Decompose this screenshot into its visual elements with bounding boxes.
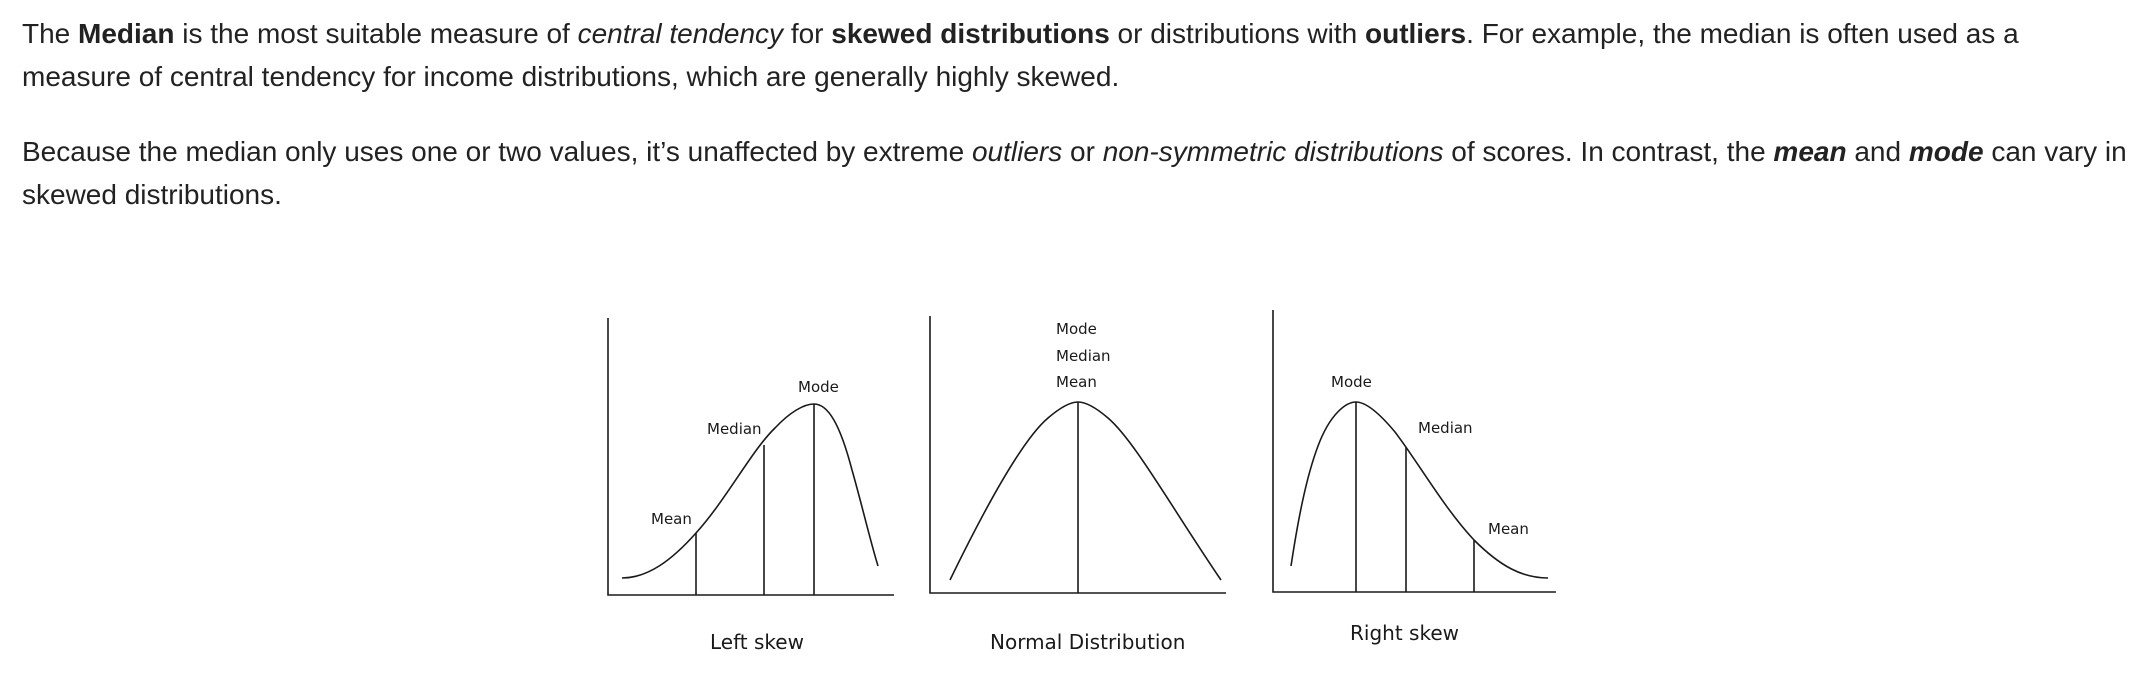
left-skew-median-label: Median — [707, 420, 762, 438]
paragraph-median-unaffected: Because the median only uses one or two … — [22, 130, 2132, 216]
p1-text-4: or distributions with — [1109, 18, 1365, 49]
normal-distribution-panel: Mode Median Mean Normal Distribution — [929, 316, 1226, 654]
skew-diagram-svg: Mean Median Mode Left skew Mode Median M… — [607, 310, 1556, 654]
normal-mode-label: Mode — [1056, 320, 1097, 338]
skew-distributions-figure: Mean Median Mode Left skew Mode Median M… — [0, 290, 2152, 680]
left-skew-caption: Left skew — [710, 630, 804, 654]
right-skew-caption: Right skew — [1350, 621, 1459, 645]
p2-italic-outliers: outliers — [971, 136, 1063, 167]
right-skew-mode-label: Mode — [1331, 373, 1372, 391]
paragraph-median-skewed: The Median is the most suitable measure … — [22, 12, 2132, 98]
left-skew-mode-label: Mode — [798, 378, 839, 396]
p2-text-2: or — [1062, 136, 1103, 167]
p2-text-1: Because the median only uses one or two … — [22, 136, 972, 167]
p1-text-1: The — [22, 18, 79, 49]
right-skew-mean-label: Mean — [1488, 520, 1529, 538]
p2-bold-italic-mean: mean — [1773, 136, 1847, 167]
left-skew-panel: Mean Median Mode Left skew — [607, 318, 894, 654]
normal-caption: Normal Distribution — [990, 630, 1185, 654]
right-skew-axes — [1272, 310, 1556, 593]
p2-text-5: can vary in skewed distributions. — [22, 136, 2127, 210]
left-skew-mean-label: Mean — [651, 510, 692, 528]
right-skew-median-label: Median — [1418, 419, 1473, 437]
p1-text-2: is the most suitable measure of — [174, 18, 578, 49]
p1-bold-median: Median — [78, 18, 175, 49]
p2-italic-non-symmetric: non-symmetric distributions — [1102, 136, 1444, 167]
p1-text-5: . For example, the median is often used … — [22, 18, 2019, 92]
p1-bold-outliers: outliers — [1365, 18, 1467, 49]
normal-mean-label: Mean — [1056, 373, 1097, 391]
p2-text-4: and — [1846, 136, 1909, 167]
p1-italic-central-tendency: central tendency — [577, 18, 784, 49]
p2-text-3: of scores. In contrast, the — [1443, 136, 1774, 167]
p1-bold-skewed-distributions: skewed distributions — [831, 18, 1110, 49]
p1-text-3: for — [783, 18, 832, 49]
normal-median-label: Median — [1056, 347, 1111, 365]
right-skew-curve — [1290, 401, 1549, 579]
right-skew-panel: Mode Median Mean Right skew — [1272, 310, 1556, 645]
p2-bold-italic-mode: mode — [1908, 136, 1984, 167]
normal-axes — [929, 316, 1226, 594]
left-skew-axes — [607, 318, 894, 596]
left-skew-curve — [621, 403, 879, 579]
normal-curve — [949, 401, 1222, 581]
